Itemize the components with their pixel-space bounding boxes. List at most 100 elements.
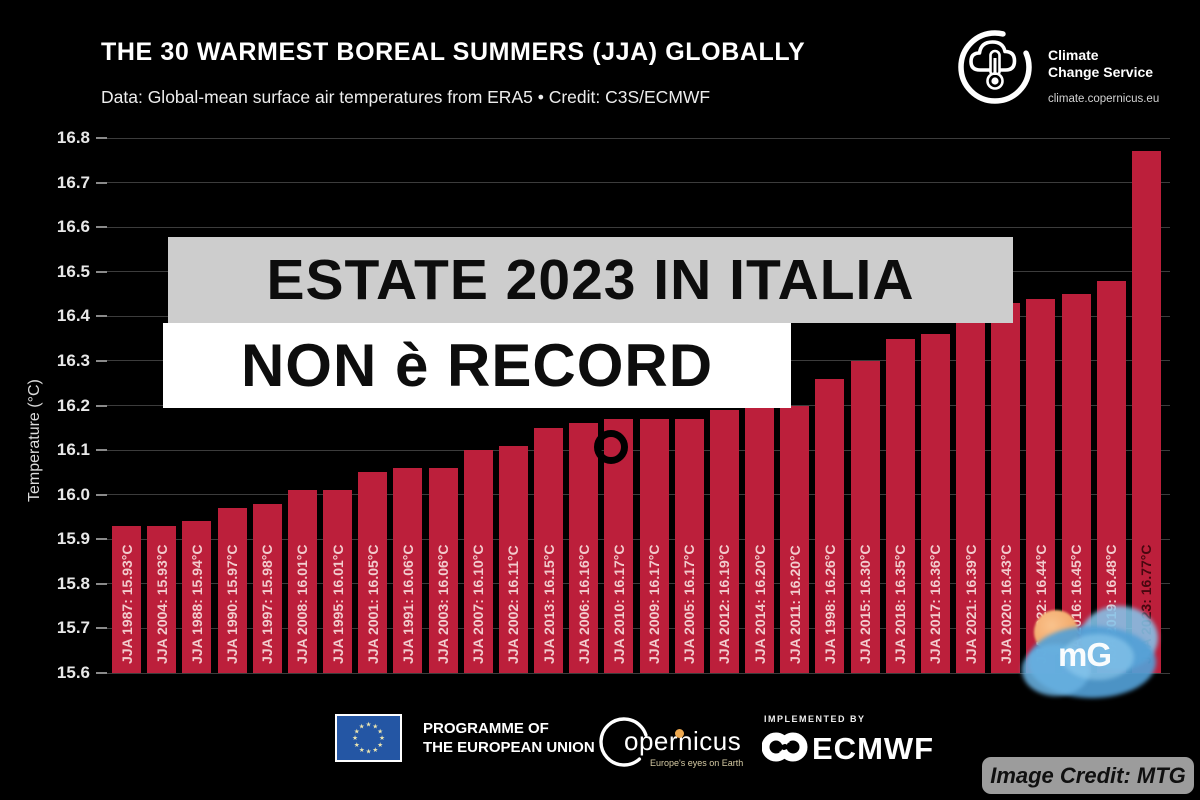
y-tick-label: 16.5 xyxy=(56,261,90,281)
eu-star-icon: ★ xyxy=(379,734,385,742)
bar-value-label: JJA 2010: 16.17°C xyxy=(610,544,627,665)
bar-value-label: JJA 2007: 16.10°C xyxy=(470,544,487,665)
y-tick-label: 16.4 xyxy=(56,306,90,326)
eu-star-icon: ★ xyxy=(352,734,358,742)
mtg-cloud-logo: mG xyxy=(1022,600,1162,705)
bar-value-label: JJA 2002: 16.11°C xyxy=(505,545,522,664)
eu-flag-icon: ★ ★ ★ ★ ★ ★ ★ ★ ★ ★ ★ ★ xyxy=(335,714,402,762)
bar-value-label: JJA 1987: 15.93°C xyxy=(118,544,135,665)
bar xyxy=(358,472,388,673)
y-tick-label: 16.7 xyxy=(56,172,90,192)
page-title: THE 30 WARMEST BOREAL SUMMERS (JJA) GLOB… xyxy=(101,38,806,66)
gridline xyxy=(107,538,1170,540)
y-tick-mark xyxy=(96,538,107,541)
bar-value-label: JJA 2012: 16.19°C xyxy=(716,544,733,665)
ecmwf-implemented-by: IMPLEMENTED BY xyxy=(764,714,866,724)
c3s-logo-url: climate.copernicus.eu xyxy=(1048,93,1160,105)
bar-value-label: JJA 1998: 16.26°C xyxy=(821,544,838,665)
eu-star-icon: ★ xyxy=(359,746,365,754)
bar-value-label: JJA 2015: 16.30°C xyxy=(857,544,874,665)
eu-star-icon: ★ xyxy=(372,723,378,731)
bar xyxy=(534,427,564,673)
bar-value-label: JJA 2017: 16.36°C xyxy=(927,544,944,665)
c3s-logo-text: Climate Change Service xyxy=(1048,47,1154,80)
eu-star-icon: ★ xyxy=(366,748,372,756)
y-tick-label: 16.0 xyxy=(56,484,90,504)
bar-value-label: JJA 2014: 16.20°C xyxy=(751,544,768,665)
y-tick-mark xyxy=(96,493,107,496)
eu-star-icon: ★ xyxy=(377,741,383,749)
bar xyxy=(885,338,915,673)
bar xyxy=(147,525,177,673)
y-tick-label: 16.2 xyxy=(56,395,90,415)
y-tick-label: 16.6 xyxy=(56,217,90,237)
eu-star-icon: ★ xyxy=(366,721,372,729)
bar xyxy=(815,378,845,673)
y-tick-label: 16.8 xyxy=(56,128,90,147)
bar xyxy=(920,334,950,673)
cloud-thermometer-icon xyxy=(958,30,1032,104)
y-tick-label: 15.8 xyxy=(56,573,90,593)
y-tick-label: 16.1 xyxy=(56,440,90,460)
bar xyxy=(569,423,599,673)
eu-programme-text: PROGRAMME OF THE EUROPEAN UNION xyxy=(423,720,595,756)
bar xyxy=(991,302,1021,673)
y-tick-mark xyxy=(96,627,107,630)
bar-value-label: JJA 2003: 16.06°C xyxy=(435,544,452,665)
bar-value-label: JJA 2008: 16.01°C xyxy=(294,544,311,665)
eu-star-icon: ★ xyxy=(372,746,378,754)
copernicus-logo: opernicus Europe's eyes on Earth xyxy=(598,710,758,774)
ecmwf-links-icon xyxy=(762,732,808,762)
bar-value-label: JJA 1995: 16.01°C xyxy=(329,544,346,665)
bar xyxy=(463,450,493,673)
eu-star-icon: ★ xyxy=(359,723,365,731)
copernicus-tagline: Europe's eyes on Earth xyxy=(650,758,744,768)
bar xyxy=(428,467,458,673)
y-tick-mark xyxy=(96,181,107,184)
bar xyxy=(252,503,282,673)
bar-value-label: JJA 2020: 16.43°C xyxy=(997,544,1014,665)
bar-value-label: JJA 2013: 16.15°C xyxy=(540,544,557,665)
bar xyxy=(639,418,669,673)
bar-value-label: JJA 2006: 16.16°C xyxy=(575,544,592,665)
bar xyxy=(745,405,775,673)
gridline xyxy=(107,182,1170,184)
y-tick-mark xyxy=(96,359,107,362)
bar-value-label: JJA 2001: 16.05°C xyxy=(364,544,381,665)
bar-value-label: JJA 2005: 16.17°C xyxy=(681,544,698,665)
eu-star-icon: ★ xyxy=(354,727,360,735)
overlay-banner-line1: ESTATE 2023 IN ITALIA xyxy=(168,237,1013,323)
bar xyxy=(674,418,704,673)
ecmwf-logo-text: ECMWF xyxy=(812,731,935,766)
gridline xyxy=(107,583,1170,585)
y-tick-mark xyxy=(96,582,107,585)
gridline xyxy=(107,672,1170,674)
bar-value-label: JJA 2018: 16.35°C xyxy=(892,544,909,665)
eu-star-icon: ★ xyxy=(377,727,383,735)
bar xyxy=(850,360,880,673)
y-tick-mark xyxy=(96,315,107,318)
bar-value-label: JJA 1997: 15.98°C xyxy=(259,544,276,665)
y-tick-mark xyxy=(96,672,107,674)
y-tick-label: 16.3 xyxy=(56,350,90,370)
watermark-logo-text: mG xyxy=(1058,636,1112,673)
gridline xyxy=(107,449,1170,451)
overlay-banner-line2: NON è RECORD xyxy=(163,323,791,408)
y-tick-label: 15.7 xyxy=(56,618,90,638)
gridline xyxy=(107,494,1170,496)
bar xyxy=(956,320,986,673)
eu-star-icon: ★ xyxy=(354,741,360,749)
page-subtitle: Data: Global-mean surface air temperatur… xyxy=(101,87,711,107)
bar xyxy=(112,525,141,673)
bar-value-label: JJA 2021: 16.39°C xyxy=(962,544,979,665)
gridline xyxy=(107,627,1170,629)
gridline xyxy=(107,226,1170,228)
y-tick-mark xyxy=(96,270,107,273)
bar xyxy=(498,445,528,673)
ecmwf-logo: IMPLEMENTED BY ECMWF xyxy=(762,710,982,774)
copernicus-dot-icon xyxy=(675,729,684,738)
bar xyxy=(1131,151,1161,673)
gridline xyxy=(107,137,1170,139)
y-tick-mark xyxy=(96,404,107,407)
